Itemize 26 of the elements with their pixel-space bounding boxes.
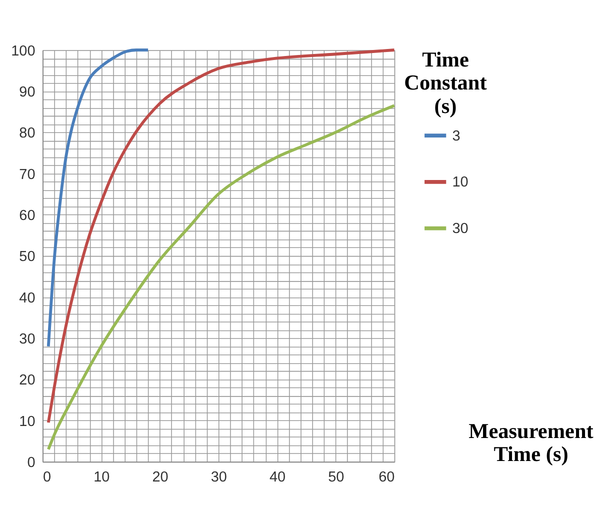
x-tick-label: 0	[43, 469, 52, 486]
line-series	[46, 48, 396, 424]
x-tick-label: 10	[94, 469, 110, 486]
x-axis-title: Measurement Time (s)	[468, 418, 594, 466]
y-tick-label: 80	[19, 126, 36, 142]
x-tick-label: 20	[152, 469, 168, 486]
x-tick-label: 60	[378, 469, 395, 486]
y-tick-label: 60	[19, 208, 36, 224]
y-tick-label: 100	[11, 43, 36, 60]
y-tick-label: 70	[19, 166, 36, 183]
y-tick-label: 0	[27, 454, 36, 471]
y-tick-label: 20	[19, 372, 36, 389]
y-tick-label: 40	[19, 290, 36, 306]
legend-label: 30	[452, 221, 468, 238]
x-tick-label: 30	[210, 469, 227, 486]
y-tick-label: 10	[19, 414, 36, 430]
line-series	[46, 104, 396, 451]
x-tick-label: 40	[269, 469, 286, 486]
y-tick-label: 90	[19, 84, 36, 100]
legend-label: 3	[452, 128, 460, 144]
line-series	[46, 48, 150, 348]
y-tick-label: 50	[19, 249, 36, 266]
y-tick-label: 30	[19, 331, 36, 348]
legend-title: Time Constant (s)	[404, 47, 487, 118]
legend-label: 10	[452, 174, 468, 191]
x-tick-label: 50	[328, 469, 344, 486]
